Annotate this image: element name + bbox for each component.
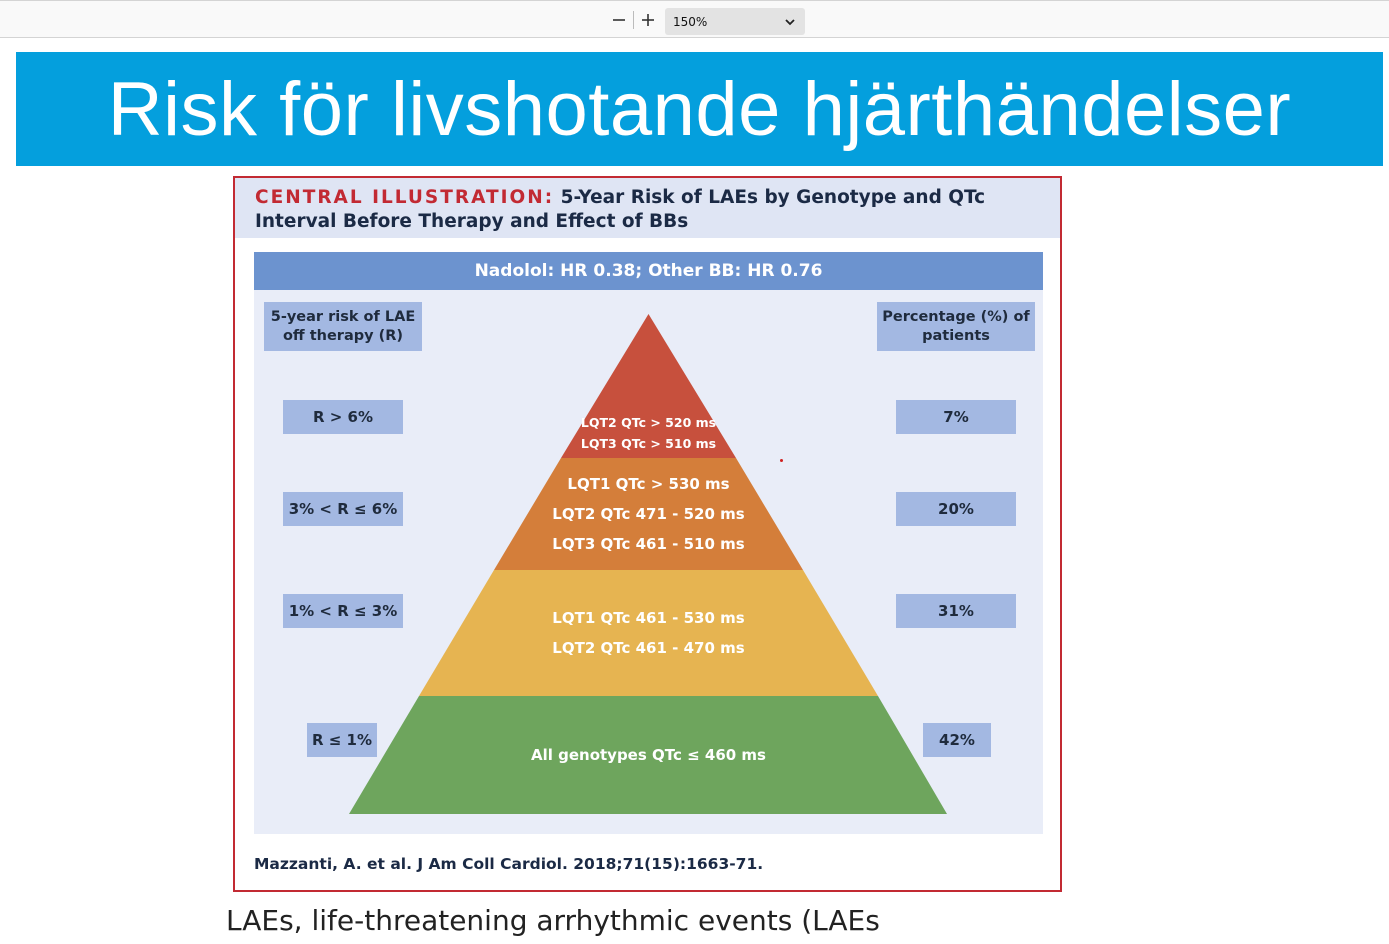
tier-4-line-1: All genotypes QTc ≤ 460 ms [531, 746, 766, 764]
central-illustration: CENTRAL ILLUSTRATION: 5-Year Risk of LAE… [233, 176, 1062, 892]
percent-label-tier-3: 31% [896, 594, 1016, 628]
slide-footnote: LAEs, life-threatening arrhythmic events… [226, 904, 880, 937]
viewer-toolbar: 150% [0, 0, 1389, 38]
slide-title-band: Risk för livshotande hjärthändelser [16, 52, 1383, 166]
tier-2-line-1: LQT1 QTc > 530 ms [567, 475, 729, 493]
percent-label-tier-1: 7% [896, 400, 1016, 434]
percent-label-tier-4: 42% [923, 723, 991, 757]
risk-label-tier-1: R > 6% [283, 400, 403, 434]
minus-icon [613, 19, 625, 21]
zoom-level-select[interactable]: 150% [665, 8, 805, 35]
figure-header: CENTRAL ILLUSTRATION: 5-Year Risk of LAE… [235, 178, 1060, 238]
pyramid-tier-2 [494, 458, 803, 570]
zoom-out-button[interactable] [608, 9, 630, 31]
figure-heading-text: 5-Year Risk of LAEs by Genotype and QTc … [255, 187, 986, 232]
pyramid-tier-4 [349, 696, 947, 814]
pyramid-tier-3 [419, 570, 878, 696]
treatment-effect-bar: Nadolol: HR 0.38; Other BB: HR 0.76 [254, 252, 1043, 290]
tier-3-line-1: LQT1 QTc 461 - 530 ms [552, 609, 744, 627]
figure-heading-prefix: CENTRAL ILLUSTRATION: [255, 187, 555, 208]
tier-2-line-2: LQT2 QTc 471 - 520 ms [552, 505, 744, 523]
toolbar-separator [633, 11, 634, 29]
tier-1-line-2: LQT3 QTc > 510 ms [581, 436, 716, 451]
tier-2-line-3: LQT3 QTc 461 - 510 ms [552, 535, 744, 553]
risk-label-tier-4: R ≤ 1% [307, 723, 377, 757]
chevron-down-icon [785, 18, 795, 25]
plus-icon [642, 14, 654, 26]
zoom-level-value: 150% [673, 14, 708, 29]
percent-column-header: Percentage (%) of patients [877, 302, 1035, 351]
slide-title: Risk för livshotande hjärthändelser [107, 66, 1292, 152]
risk-label-tier-3: 1% < R ≤ 3% [283, 594, 403, 628]
pyramid-tier-1 [561, 314, 736, 458]
pyramid-panel: Nadolol: HR 0.38; Other BB: HR 0.76 5-ye… [254, 252, 1043, 834]
figure-heading: CENTRAL ILLUSTRATION: 5-Year Risk of LAE… [255, 186, 1035, 234]
risk-label-tier-2: 3% < R ≤ 6% [283, 492, 403, 526]
tier-1-line-1: LQT2 QTc > 520 ms [581, 415, 716, 430]
risk-pyramid: LQT2 QTc > 520 ms LQT3 QTc > 510 ms LQT1… [349, 314, 947, 814]
annotation-dot [780, 459, 783, 462]
risk-column-header: 5-year risk of LAE off therapy (R) [264, 302, 422, 351]
percent-label-tier-2: 20% [896, 492, 1016, 526]
tier-3-line-2: LQT2 QTc 461 - 470 ms [552, 639, 744, 657]
figure-citation: Mazzanti, A. et al. J Am Coll Cardiol. 2… [254, 855, 764, 873]
zoom-in-button[interactable] [637, 9, 659, 31]
